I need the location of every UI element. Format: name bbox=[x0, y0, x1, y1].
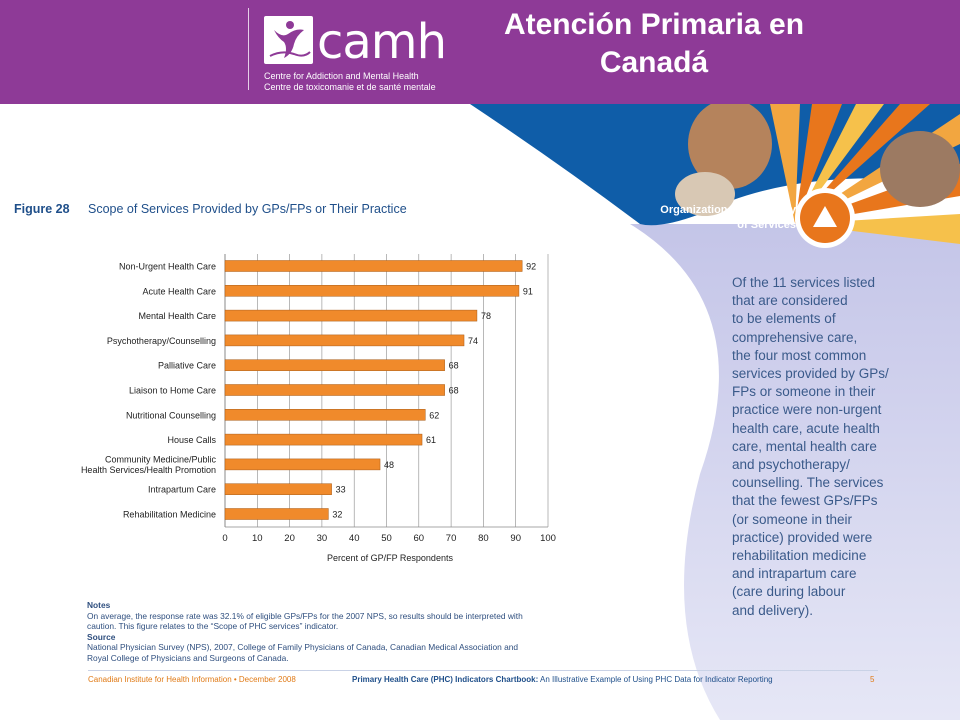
figure-title: Scope of Services Provided by GPs/FPs or… bbox=[88, 202, 407, 216]
bar bbox=[224, 334, 465, 347]
x-tick-label: 90 bbox=[510, 533, 521, 544]
bar bbox=[224, 433, 423, 446]
source-heading: Source bbox=[87, 631, 116, 642]
category-label: Intrapartum Care bbox=[148, 485, 216, 495]
category-label: Psychotherapy/Counselling bbox=[107, 336, 216, 346]
bar-value-label: 32 bbox=[332, 510, 342, 520]
description-text: Of the 11 services listed that are consi… bbox=[732, 275, 889, 618]
bar-value-label: 78 bbox=[481, 311, 491, 321]
logo-wordmark: camh bbox=[317, 14, 447, 70]
banner-art bbox=[470, 104, 960, 720]
footer-divider bbox=[88, 670, 878, 671]
bar bbox=[224, 359, 445, 371]
category-label: Rehabilitation Medicine bbox=[123, 510, 216, 520]
x-tick-label: 100 bbox=[540, 533, 556, 544]
figure-number: Figure 28 bbox=[14, 202, 70, 216]
footer-publication-rest: An Illustrative Example of Using PHC Dat… bbox=[538, 675, 773, 684]
bar bbox=[224, 260, 523, 272]
bar-value-label: 68 bbox=[449, 361, 459, 371]
logo-subline-fr: Centre de toxicomanie et de santé mental… bbox=[264, 82, 436, 92]
bar bbox=[224, 508, 329, 520]
bar-value-label: 74 bbox=[468, 336, 478, 346]
x-tick-label: 60 bbox=[414, 533, 425, 544]
photo-person-1 bbox=[688, 104, 772, 189]
footer-publication: Primary Health Care (PHC) Indicators Cha… bbox=[352, 675, 773, 684]
x-tick-label: 70 bbox=[446, 533, 457, 544]
bar bbox=[224, 458, 381, 471]
category-label: Palliative Care bbox=[158, 361, 216, 371]
photo-person-2 bbox=[675, 172, 735, 216]
footer-page-number: 5 bbox=[870, 675, 875, 684]
notes-block: Notes On average, the response rate was … bbox=[87, 600, 537, 664]
category-label: Community Medicine/Public bbox=[105, 455, 217, 465]
bar-value-label: 33 bbox=[336, 485, 346, 495]
footer-publisher: Canadian Institute for Health Informatio… bbox=[88, 675, 296, 684]
category-label: Nutritional Counselling bbox=[126, 410, 216, 420]
source-text: National Physician Survey (NPS), 2007, C… bbox=[87, 642, 519, 663]
category-label: House Calls bbox=[167, 435, 216, 445]
footer-publication-bold: Primary Health Care (PHC) Indicators Cha… bbox=[352, 675, 539, 684]
x-tick-label: 0 bbox=[222, 533, 227, 544]
chart-labels: 92 Non-Urgent Health Care 91 Acute Health C… bbox=[81, 262, 536, 520]
bar bbox=[224, 384, 445, 396]
notes-heading: Notes bbox=[87, 600, 111, 610]
x-tick-label: 20 bbox=[284, 533, 295, 544]
header-divider bbox=[248, 8, 249, 90]
x-tick-label: 30 bbox=[317, 533, 328, 544]
x-axis-title: Percent of GP/FP Respondents bbox=[327, 553, 453, 563]
bar bbox=[224, 285, 520, 297]
category-label: Mental Health Care bbox=[138, 311, 216, 321]
section-label: Organization and Delivery of Services bbox=[660, 204, 796, 231]
logo-figure-icon bbox=[269, 21, 311, 58]
x-tick-label: 40 bbox=[349, 533, 360, 544]
category-label: Non-Urgent Health Care bbox=[119, 262, 216, 272]
slide-title: Atención Primaria en Canadá bbox=[503, 8, 805, 79]
chart-ticks: 0 10 20 30 40 50 60 70 80 90 100 bbox=[222, 533, 556, 544]
bar-value-label: 62 bbox=[429, 410, 439, 420]
x-tick-label: 10 bbox=[252, 533, 263, 544]
bar-value-label: 92 bbox=[526, 262, 536, 272]
photo-person-3 bbox=[880, 131, 960, 207]
triangle-up-icon bbox=[813, 206, 837, 227]
bar-value-label: 61 bbox=[426, 435, 436, 445]
category-label: Health Services/Health Promotion bbox=[81, 465, 216, 475]
logo-subline-en: Centre for Addiction and Mental Health bbox=[264, 71, 419, 81]
notes-text: On average, the response rate was 32.1% … bbox=[87, 610, 523, 632]
bar-value-label: 91 bbox=[523, 286, 533, 296]
lavender-panel bbox=[630, 224, 960, 720]
x-tick-label: 80 bbox=[478, 533, 489, 544]
chart-bars bbox=[224, 260, 523, 520]
bar bbox=[224, 309, 478, 322]
camh-logo-icon bbox=[264, 16, 313, 64]
x-tick-label: 50 bbox=[381, 533, 392, 544]
logo-subline: Centre for Addiction and Mental Health C… bbox=[264, 71, 436, 93]
category-label: Liaison to Home Care bbox=[129, 386, 216, 396]
bar-value-label: 48 bbox=[384, 460, 394, 470]
chart-grid bbox=[224, 254, 549, 528]
category-label: Acute Health Care bbox=[142, 286, 216, 296]
header-band: camh Centre for Addiction and Mental Hea… bbox=[0, 0, 960, 104]
bar-value-label: 68 bbox=[449, 386, 459, 396]
bar bbox=[224, 483, 332, 495]
bar bbox=[224, 409, 426, 421]
